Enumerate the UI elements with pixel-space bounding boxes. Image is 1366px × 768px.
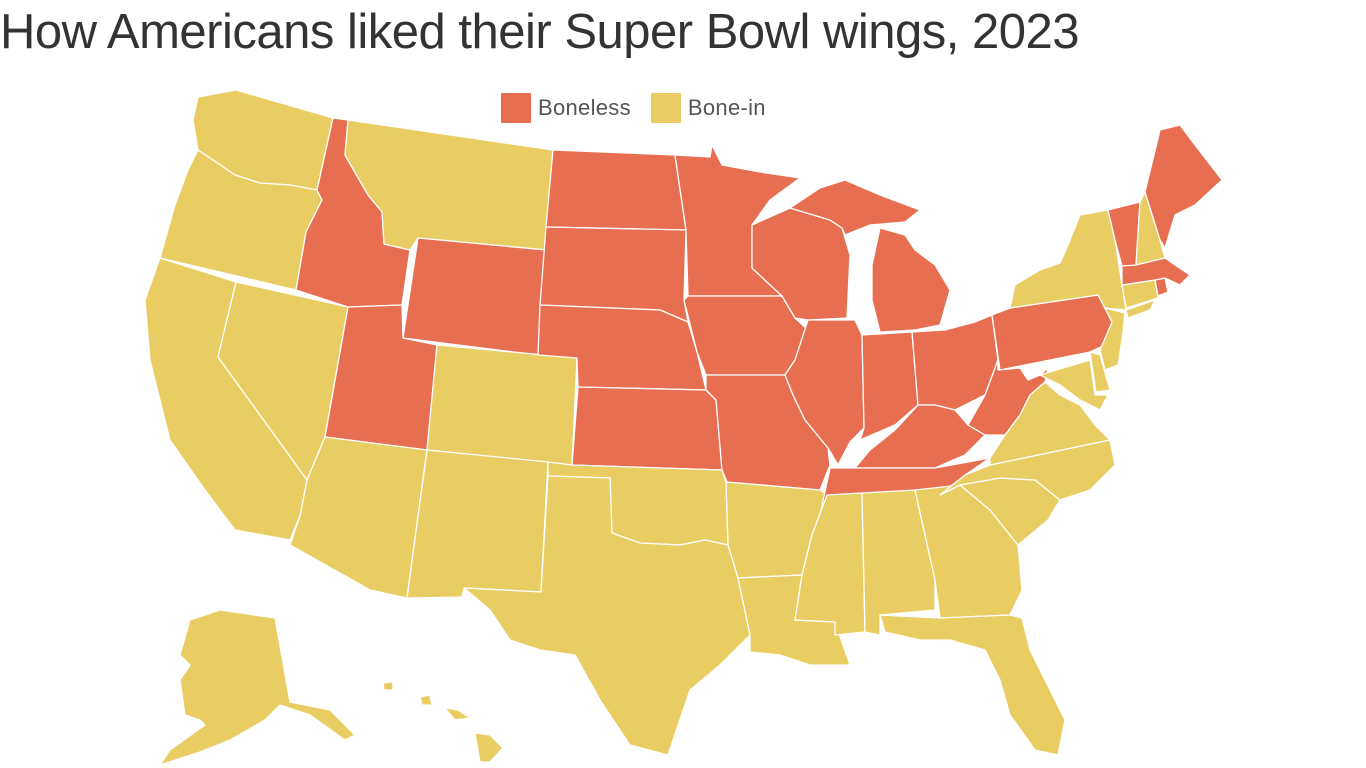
state-AK — [159, 609, 356, 766]
state-IL — [784, 319, 865, 466]
state-WY — [402, 237, 547, 356]
state-HI-island — [382, 681, 394, 691]
state-ME — [1144, 124, 1223, 249]
legend-label-bone-in: Bone-in — [687, 95, 766, 120]
state-HI-island — [474, 732, 504, 763]
state-NM — [406, 449, 549, 599]
boneless-swatch — [501, 93, 531, 123]
bone-in-swatch — [650, 93, 681, 123]
state-NH — [1135, 191, 1166, 266]
state-VA — [989, 381, 1111, 466]
state-MI-lower — [871, 227, 951, 333]
state-RI — [1154, 277, 1169, 297]
state-KS — [571, 386, 723, 471]
state-NC — [939, 439, 1116, 501]
legend: Boneless Bone-in — [501, 93, 786, 123]
legend-item-boneless: Boneless — [501, 93, 631, 123]
state-HI-island — [419, 694, 433, 706]
chart-title: How Americans liked their Super Bowl win… — [0, 5, 1080, 59]
state-FL — [879, 614, 1066, 756]
state-CO — [426, 344, 578, 466]
state-MD — [1039, 359, 1109, 411]
state-ND — [545, 149, 687, 231]
state-VT — [1107, 201, 1141, 267]
state-NJ — [1099, 307, 1126, 371]
state-KY — [854, 404, 986, 469]
state-MI-upper — [789, 179, 921, 236]
state-DE — [1089, 351, 1111, 393]
state-NY-long-island — [1125, 299, 1156, 319]
legend-item-bone-in: Bone-in — [650, 93, 766, 123]
legend-label-boneless: Boneless — [538, 95, 631, 120]
state-NY — [1009, 209, 1127, 311]
state-TX — [463, 475, 751, 756]
state-HI-island — [444, 707, 471, 721]
